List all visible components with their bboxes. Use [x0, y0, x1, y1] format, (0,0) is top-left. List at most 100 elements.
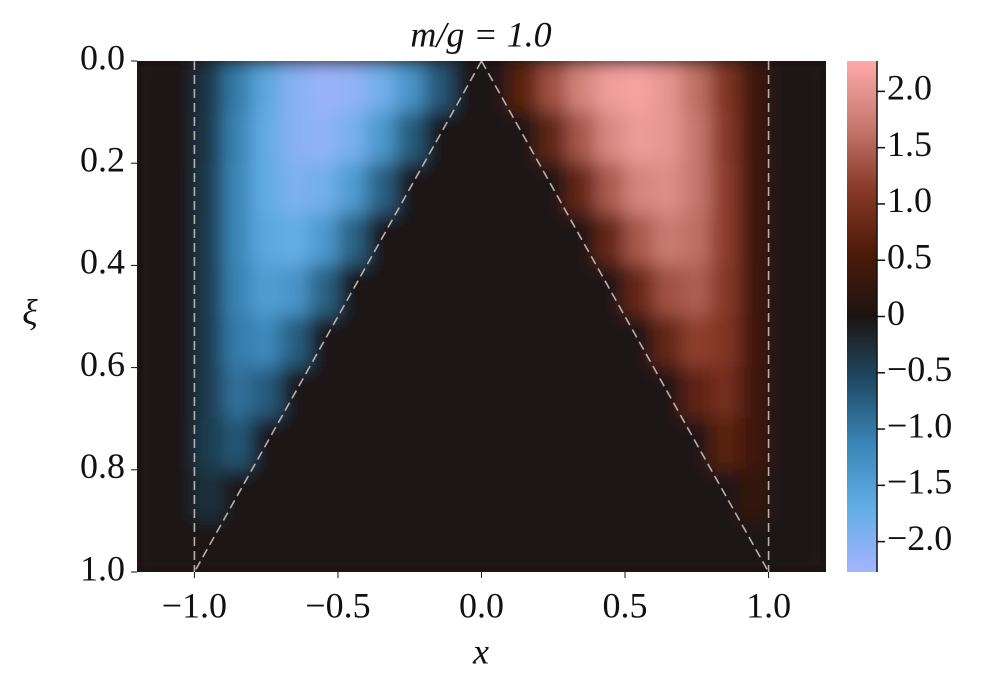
colorbar-tick-label: −1.5 — [887, 462, 952, 502]
heatmap-cell — [165, 162, 195, 215]
heatmap-cell — [137, 264, 167, 317]
colorbar-tick-label: 0 — [887, 293, 905, 333]
x-tick-label: −1.0 — [162, 585, 227, 625]
heatmap-cell — [681, 213, 712, 266]
heatmap-cell — [280, 61, 310, 113]
heatmap-cell — [681, 111, 712, 164]
heatmap-cell — [509, 367, 540, 420]
heatmap-cell — [710, 418, 741, 471]
heatmap-cell — [222, 520, 253, 572]
heatmap-cell — [366, 316, 396, 369]
heatmap-cell — [337, 520, 368, 572]
colorbar-tick-label: −1.0 — [887, 405, 952, 445]
heatmap-cell — [222, 264, 253, 317]
heatmap-cell — [538, 61, 569, 113]
heatmap-cell — [739, 162, 770, 215]
heatmap-cell — [481, 469, 511, 522]
heatmap-cell — [595, 469, 626, 522]
heatmap-cell — [710, 162, 741, 215]
heatmap-cell — [768, 162, 798, 215]
heatmap-cell — [653, 61, 683, 113]
heatmap-cell — [595, 111, 626, 164]
heatmap-cell — [452, 316, 482, 369]
heatmap-cell — [137, 418, 167, 471]
heatmap-cell — [681, 162, 712, 215]
heatmap-cell — [481, 316, 511, 369]
heatmap-cell — [509, 264, 540, 317]
heatmap-cell — [193, 61, 224, 113]
heatmap-cell — [452, 111, 482, 164]
heatmap-cell — [280, 418, 310, 471]
heatmap-cell — [681, 264, 712, 317]
colorbar-tick-label: 1.0 — [887, 180, 932, 220]
heatmap-cell — [768, 418, 798, 471]
heatmap-cell — [710, 316, 741, 369]
heatmap-cell — [624, 162, 655, 215]
heatmap-cell — [280, 264, 310, 317]
heatmap-cell — [165, 418, 195, 471]
heatmap-cell — [595, 520, 626, 572]
heatmap-cell — [366, 367, 396, 420]
heatmap-cell — [796, 111, 826, 164]
heatmap-cell — [394, 520, 425, 572]
heatmap-cell — [567, 316, 597, 369]
heatmap-cell — [567, 367, 597, 420]
heatmap-cell — [538, 111, 569, 164]
heatmap-cell — [595, 162, 626, 215]
heatmap-cell — [337, 213, 368, 266]
y-axis-label: ξ — [22, 292, 38, 332]
heatmap-cell — [796, 213, 826, 266]
heatmap-cell — [653, 520, 683, 572]
heatmap-cell — [280, 111, 310, 164]
heatmap-cell — [165, 316, 195, 369]
heatmap-cell — [681, 469, 712, 522]
heatmap-cell — [768, 264, 798, 317]
heatmap-cell — [739, 469, 770, 522]
heatmap-cell — [796, 520, 826, 572]
heatmap-cell — [653, 469, 683, 522]
heatmap-cell — [739, 316, 770, 369]
heatmap-cell — [567, 61, 597, 113]
heatmap-cell — [739, 264, 770, 317]
heatmap-cell — [423, 469, 454, 522]
heatmap-cell — [366, 520, 396, 572]
heatmap-cell — [137, 111, 167, 164]
heatmap-cell — [165, 469, 195, 522]
heatmap-cell — [595, 213, 626, 266]
heatmap-cell — [509, 61, 540, 113]
heatmap-cell — [681, 316, 712, 369]
heatmap-cell — [308, 520, 339, 572]
heatmap-cell — [567, 418, 597, 471]
heatmap-cell — [768, 520, 798, 572]
heatmap-cell — [538, 469, 569, 522]
heatmap-cell — [624, 520, 655, 572]
heatmap-cell — [366, 264, 396, 317]
heatmap-cell — [165, 111, 195, 164]
heatmap-cell — [193, 111, 224, 164]
heatmap-cell — [681, 367, 712, 420]
heatmap-cell — [681, 520, 712, 572]
heatmap-cell — [137, 61, 167, 113]
heatmap-cell — [567, 520, 597, 572]
heatmap-cell — [681, 61, 712, 113]
y-tick-label: 1.0 — [80, 548, 125, 588]
heatmap-cell — [509, 469, 540, 522]
heatmap-cell — [595, 367, 626, 420]
y-tick-label: 0.0 — [80, 37, 125, 77]
heatmap-cells — [137, 61, 826, 572]
heatmap — [137, 61, 826, 572]
heatmap-cell — [595, 61, 626, 113]
heatmap-cell — [337, 111, 368, 164]
heatmap-cell — [308, 418, 339, 471]
heatmap-cell — [796, 61, 826, 113]
heatmap-cell — [739, 213, 770, 266]
heatmap-cell — [481, 111, 511, 164]
heatmap-cell — [567, 469, 597, 522]
heatmap-cell — [280, 316, 310, 369]
heatmap-cell — [624, 418, 655, 471]
heatmap-cell — [280, 213, 310, 266]
heatmap-cell — [366, 111, 396, 164]
heatmap-cell — [366, 469, 396, 522]
colorbar-tick-label: 0.5 — [887, 236, 932, 276]
